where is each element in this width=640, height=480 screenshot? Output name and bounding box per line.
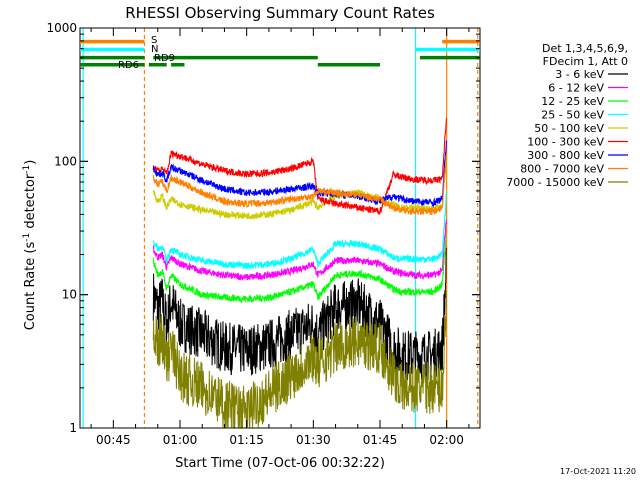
y-tick-label: 10 (62, 288, 77, 302)
x-tick-label: 01:00 (163, 433, 198, 447)
legend-label: 300 - 800 keV (527, 149, 604, 162)
series-line (152, 118, 447, 215)
legend-header-decimation: FDecim 1, Att 0 (543, 55, 628, 68)
y-axis-label-part: ) (23, 160, 38, 165)
y-tick-label: 100 (54, 154, 77, 168)
y-axis-label-part: Count Rate (s (23, 242, 38, 331)
legend-label: 25 - 50 keV (541, 109, 604, 122)
series-line (152, 191, 447, 270)
y-axis-label-part: detector (23, 173, 38, 233)
x-tick-label: 01:45 (363, 433, 398, 447)
series-line (152, 155, 447, 216)
series-line (152, 289, 447, 428)
x-axis-label: Start Time (07-Oct-06 00:32:22) (175, 456, 385, 471)
series-line (152, 236, 447, 304)
legend-label: 7000 - 15000 keV (506, 176, 604, 189)
timestamp: 17-Oct-2021 11:20 (560, 467, 636, 476)
flag-label: RD6 (118, 60, 139, 71)
legend-label: 6 - 12 keV (548, 82, 604, 95)
legend-label: 12 - 25 keV (541, 95, 604, 108)
series-line (152, 140, 447, 209)
series-line (152, 247, 447, 382)
plot-frame (79, 27, 481, 429)
flag-label: RD9 (154, 53, 175, 64)
y-axis-label-superscript: -1 (22, 233, 32, 242)
flag-label: N (151, 44, 158, 55)
legend: Det 1,3,4,5,6,9, FDecim 1, Att 0 3 - 6 k… (506, 42, 628, 189)
x-tick-label: 00:45 (96, 433, 131, 447)
x-tick-label: 02:00 (429, 433, 464, 447)
x-tick-label: 01:15 (229, 433, 264, 447)
legend-header-detectors: Det 1,3,4,5,6,9, (542, 42, 628, 55)
y-tick-label: 1000 (46, 21, 77, 35)
chart-title: RHESSI Observing Summary Count Rates (125, 4, 435, 22)
legend-label: 100 - 300 keV (527, 136, 604, 149)
axes: 1 10 100 1000 00:45 01:00 01:15 01:30 01:45 02:00 (46, 21, 480, 447)
series-line (152, 219, 447, 281)
plot-area (82, 28, 479, 428)
legend-label: 50 - 100 keV (534, 122, 604, 135)
y-axis-label-superscript: -1 (22, 165, 32, 174)
y-axis-label: Count Rate (s-1 detector-1) (22, 160, 38, 331)
y-tick-label: 1 (69, 421, 77, 435)
x-tick-label: 01:30 (296, 433, 331, 447)
flag-label: S (151, 35, 157, 46)
legend-label: 800 - 7000 keV (520, 163, 604, 176)
legend-label: 3 - 6 keV (555, 68, 604, 81)
